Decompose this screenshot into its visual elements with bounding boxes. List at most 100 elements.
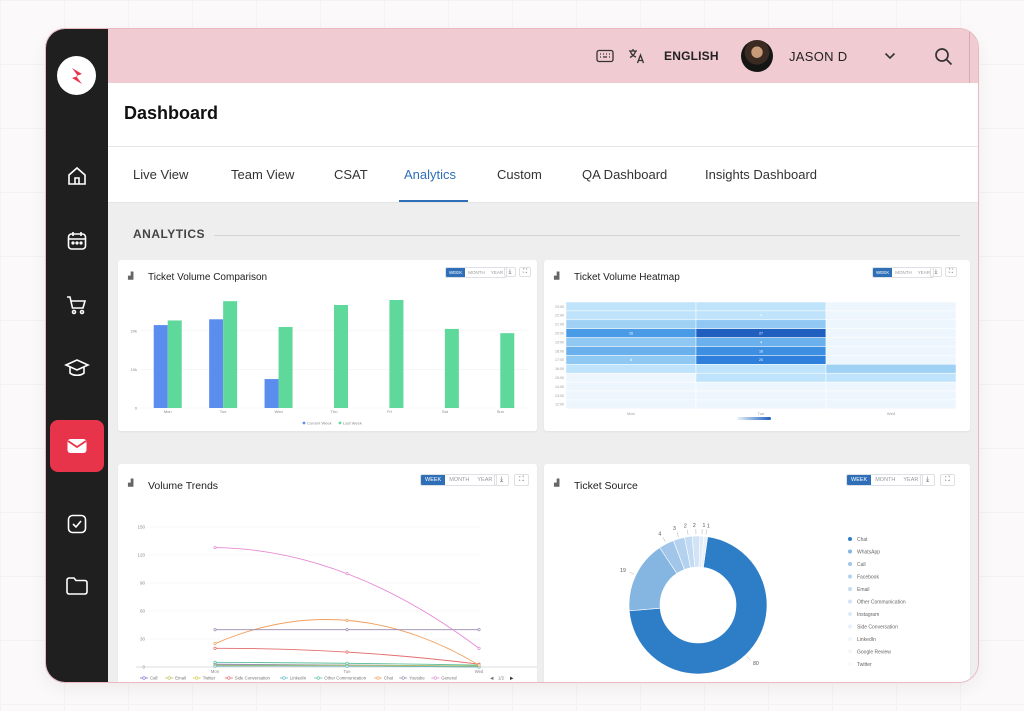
period-week[interactable]: WEEK (446, 268, 466, 277)
period-year[interactable]: YEAR (903, 477, 919, 483)
translate-icon[interactable] (628, 29, 646, 83)
legend-label: LinkedIn (290, 676, 307, 681)
folder-icon[interactable] (50, 560, 104, 612)
row-label: 18:00 (555, 349, 564, 353)
bar-last-week (389, 300, 404, 408)
period-year[interactable]: YEAR (917, 270, 931, 275)
series-line-general (214, 547, 480, 649)
bar-last-week (444, 328, 459, 408)
period-month[interactable]: MONTH (895, 270, 912, 275)
tab-qa-dashboard[interactable]: QA Dashboard (582, 167, 668, 182)
slice-label: 3 (673, 526, 676, 532)
heatmap-cell (695, 364, 827, 374)
user-name[interactable]: JASON D (789, 48, 848, 64)
chevron-down-icon[interactable] (884, 29, 896, 83)
graduation-cap-icon[interactable] (50, 342, 104, 394)
data-point (213, 646, 217, 650)
legend-label: Call (857, 562, 866, 568)
legend-marker (302, 421, 306, 425)
home-icon[interactable] (50, 150, 104, 202)
download-icon[interactable]: ⤓ (494, 474, 509, 486)
legend-marker (848, 587, 852, 591)
sidebar (46, 29, 108, 682)
user-avatar[interactable] (741, 29, 773, 83)
heatmap-cell (565, 310, 697, 321)
color-scale-legend (737, 417, 771, 420)
section-divider (214, 235, 960, 236)
period-week[interactable]: WEEK (847, 475, 872, 485)
tab-live-view[interactable]: Live View (133, 167, 189, 182)
inbox-mail-icon[interactable] (50, 420, 104, 472)
row-label: 12:00 (555, 403, 564, 407)
chart-icon: ▟ (128, 273, 134, 280)
search-icon[interactable] (934, 29, 953, 83)
cart-icon[interactable] (50, 279, 104, 331)
language-selector[interactable]: ENGLISH (664, 49, 719, 63)
card-title: Volume Trends (148, 480, 219, 492)
heatmap-cell (825, 328, 957, 338)
row-label: 14:00 (555, 385, 564, 389)
tab-custom[interactable]: Custom (497, 167, 542, 182)
data-point (477, 646, 481, 650)
row-label: 21:00 (555, 323, 564, 327)
period-month[interactable]: MONTH (449, 477, 470, 483)
download-icon[interactable]: ⤓ (930, 267, 942, 277)
heatmap-cell (695, 381, 827, 392)
cell-label: 27 (759, 331, 763, 335)
slice-label: 1 (702, 523, 705, 529)
legend-label: Current Week (307, 421, 332, 426)
period-toggle: WEEK MONTH YEAR (420, 474, 498, 486)
row-label: 15:00 (555, 376, 564, 380)
period-year[interactable]: YEAR (477, 477, 493, 483)
slice-leader-line (629, 571, 635, 575)
keyboard-icon[interactable] (596, 29, 614, 83)
period-month[interactable]: MONTH (875, 477, 896, 483)
fullscreen-icon[interactable]: ⛶ (945, 267, 957, 277)
legend-marker (227, 676, 231, 680)
row-label: 22:00 (555, 314, 564, 318)
tab-insights-dashboard[interactable]: Insights Dashboard (705, 167, 818, 182)
slice-leader-line (687, 529, 689, 535)
legend-label: Google Review (857, 649, 891, 655)
data-point (477, 628, 481, 632)
tab-csat[interactable]: CSAT (334, 167, 368, 182)
tab-team-view[interactable]: Team View (231, 167, 295, 182)
heatmap-cell (825, 364, 957, 374)
download-icon[interactable]: ⤓ (504, 267, 516, 277)
y-tick-label: 150 (137, 525, 145, 530)
legend-marker (848, 562, 852, 566)
legend-marker (848, 662, 852, 666)
period-month[interactable]: MONTH (468, 270, 485, 275)
heatmap-cell (565, 301, 697, 312)
legend-label: Twitter (203, 676, 216, 681)
tab-analytics[interactable]: Analytics (404, 167, 457, 182)
fullscreen-icon[interactable]: ⛶ (940, 474, 955, 486)
legend-label: Twitter (857, 662, 872, 668)
heatmap-cell (695, 319, 827, 329)
check-task-icon[interactable] (50, 498, 104, 550)
download-icon[interactable]: ⤓ (920, 474, 935, 486)
brand-logo[interactable] (57, 56, 96, 95)
slice-leader-line (662, 537, 666, 543)
row-label: 17:00 (555, 358, 564, 362)
period-week[interactable]: WEEK (421, 475, 446, 485)
x-tick-label: Tue (343, 669, 351, 674)
heatmap-cell (825, 301, 957, 312)
row-label: 20:00 (555, 331, 564, 335)
legend-marker (848, 624, 852, 629)
row-label: 13:00 (555, 394, 564, 398)
cell-label: 8 (630, 358, 632, 362)
period-year[interactable]: YEAR (490, 270, 504, 275)
legend-marker (282, 676, 286, 680)
heatmap-cell (565, 337, 697, 347)
legend-label: Side Conversation (857, 624, 898, 630)
legend-marker (848, 537, 852, 541)
calendar-icon[interactable] (50, 215, 104, 267)
fullscreen-icon[interactable]: ⛶ (514, 474, 529, 486)
period-week[interactable]: WEEK (873, 268, 893, 277)
fullscreen-icon[interactable]: ⛶ (519, 267, 531, 277)
y-tick-label: 0 (135, 406, 138, 411)
column-label: Mon (627, 411, 635, 416)
legend-marker (401, 676, 405, 680)
